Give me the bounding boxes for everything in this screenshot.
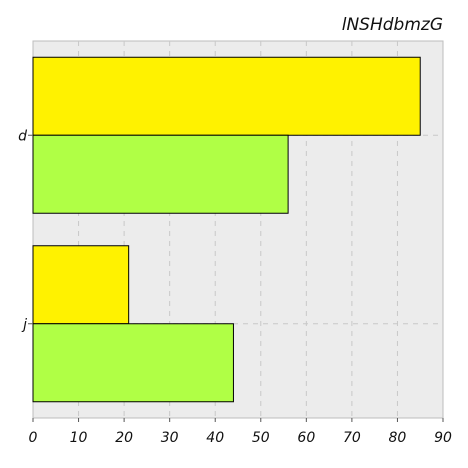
- x-tick-label: 90: [434, 430, 452, 446]
- x-tick-label: 20: [115, 430, 133, 446]
- x-tick-label: 60: [297, 430, 315, 446]
- x-tick-label: 50: [252, 430, 270, 446]
- x-tick-label: 40: [206, 430, 224, 446]
- x-axis-ticks: 0 10 20 30 40 50 60 70 80 90: [29, 418, 452, 446]
- y-tick-label: j: [21, 317, 27, 333]
- x-tick-label: 10: [70, 430, 88, 446]
- x-tick-label: 80: [389, 430, 407, 446]
- bar: [32, 56, 421, 136]
- x-tick-label: 30: [161, 430, 179, 446]
- bar: [32, 323, 234, 403]
- bar: [32, 134, 289, 214]
- x-tick-label: 0: [29, 430, 38, 446]
- x-tick-label: 70: [343, 430, 361, 446]
- y-axis-ticks: dj: [18, 128, 33, 333]
- bar: [32, 245, 130, 325]
- bars: [32, 56, 421, 403]
- chart-title: lNSHdbmzG: [342, 15, 443, 35]
- y-tick-label: d: [18, 128, 27, 144]
